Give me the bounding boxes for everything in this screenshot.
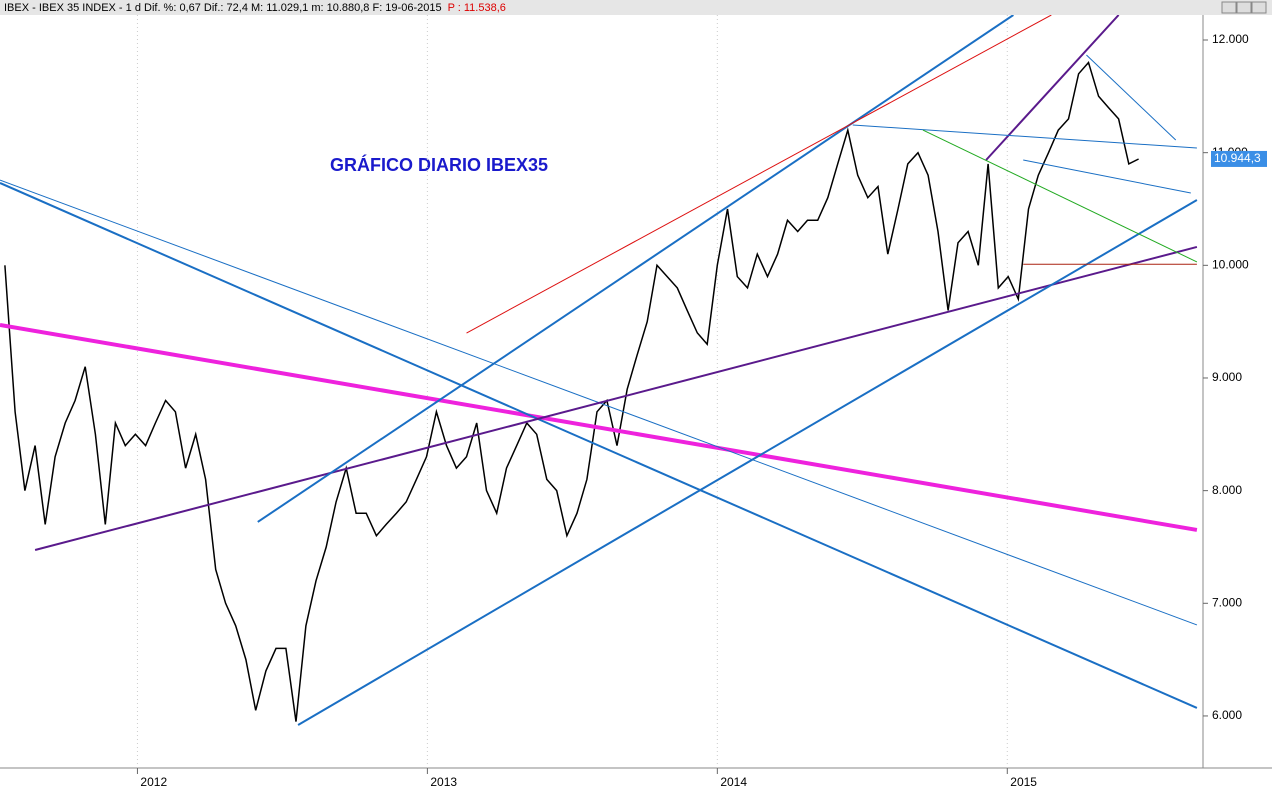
trend-line [1086, 54, 1177, 141]
y-tick-label: 8.000 [1212, 483, 1242, 497]
last-price-box [1211, 150, 1267, 167]
trend-line [852, 124, 1197, 149]
header-bar [0, 0, 1272, 15]
x-tick-label: 2014 [720, 775, 747, 789]
trend-line [1023, 159, 1191, 194]
price-line [4, 60, 1139, 722]
header-text: IBEX - IBEX 35 INDEX - 1 d Dif. %: 0,67 … [4, 2, 442, 14]
trend-line [466, 15, 1052, 334]
maximize-button[interactable] [1236, 1, 1252, 14]
trend-line [922, 129, 1198, 263]
y-tick-label: 10.000 [1212, 257, 1249, 271]
x-tick-label: 2015 [1010, 775, 1037, 789]
trend-line [34, 245, 1198, 551]
y-tick-label: 9.000 [1212, 370, 1242, 384]
y-tick-label: 6.000 [1212, 708, 1242, 722]
close-button[interactable] [1251, 1, 1267, 14]
trend-line [0, 322, 1198, 532]
x-tick-label: 2012 [140, 775, 167, 789]
y-tick-label: 12.000 [1212, 32, 1249, 46]
trend-line [297, 199, 1198, 726]
minimize-button[interactable] [1221, 1, 1237, 14]
y-tick-label: 7.000 [1212, 595, 1242, 609]
header-price: P : 11.538,6 [448, 2, 506, 14]
window-buttons [1221, 1, 1267, 14]
plot-area [0, 15, 1198, 726]
x-tick-label: 2013 [430, 775, 457, 789]
trend-line [0, 182, 1198, 709]
trend-line [257, 15, 1014, 523]
chart-title: GRÁFICO DIARIO IBEX35 [330, 154, 548, 175]
last-price-label: 10.944,3 [1214, 151, 1261, 165]
